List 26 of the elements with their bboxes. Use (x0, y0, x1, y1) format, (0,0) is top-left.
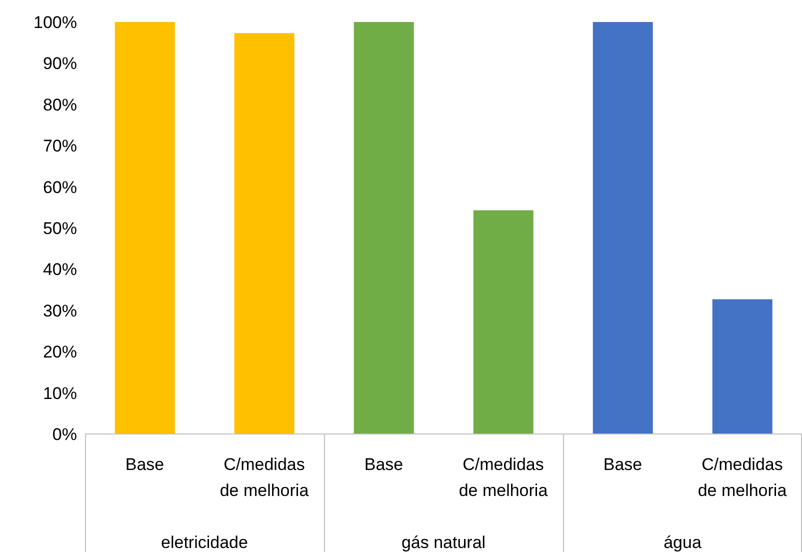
x-tick-label: C/medidas de melhoria (458, 455, 548, 500)
y-tick-label: 0% (52, 425, 77, 444)
y-tick-label: 90% (42, 54, 77, 74)
bar (114, 22, 175, 434)
text: eletricidade (161, 533, 248, 552)
y-tick-label: 60% (42, 178, 77, 197)
y-tick-label: 100% (34, 13, 77, 32)
bar (473, 210, 534, 434)
y-tick-label: 70% (42, 136, 77, 156)
text: gás natural (401, 533, 486, 552)
bar (712, 299, 772, 434)
x-tick-label: C/medidas de melhoria (220, 455, 310, 500)
y-tick-label: 20% (42, 342, 77, 362)
text: água (664, 533, 702, 552)
y-tick-label: 80% (42, 95, 77, 114)
bar (592, 22, 653, 434)
x-tick-label: Base (364, 455, 404, 474)
x-tick-label: C/medidas de melhoria (698, 455, 788, 500)
bar (234, 33, 294, 434)
y-tick-label: 30% (42, 301, 77, 320)
x-tick-label: Base (125, 455, 164, 474)
bar (354, 22, 414, 434)
y-tick-label: 10% (42, 384, 77, 403)
y-tick-label: 50% (42, 219, 77, 238)
y-tick-label: 40% (42, 260, 77, 280)
x-tick-label: Base (603, 455, 642, 474)
